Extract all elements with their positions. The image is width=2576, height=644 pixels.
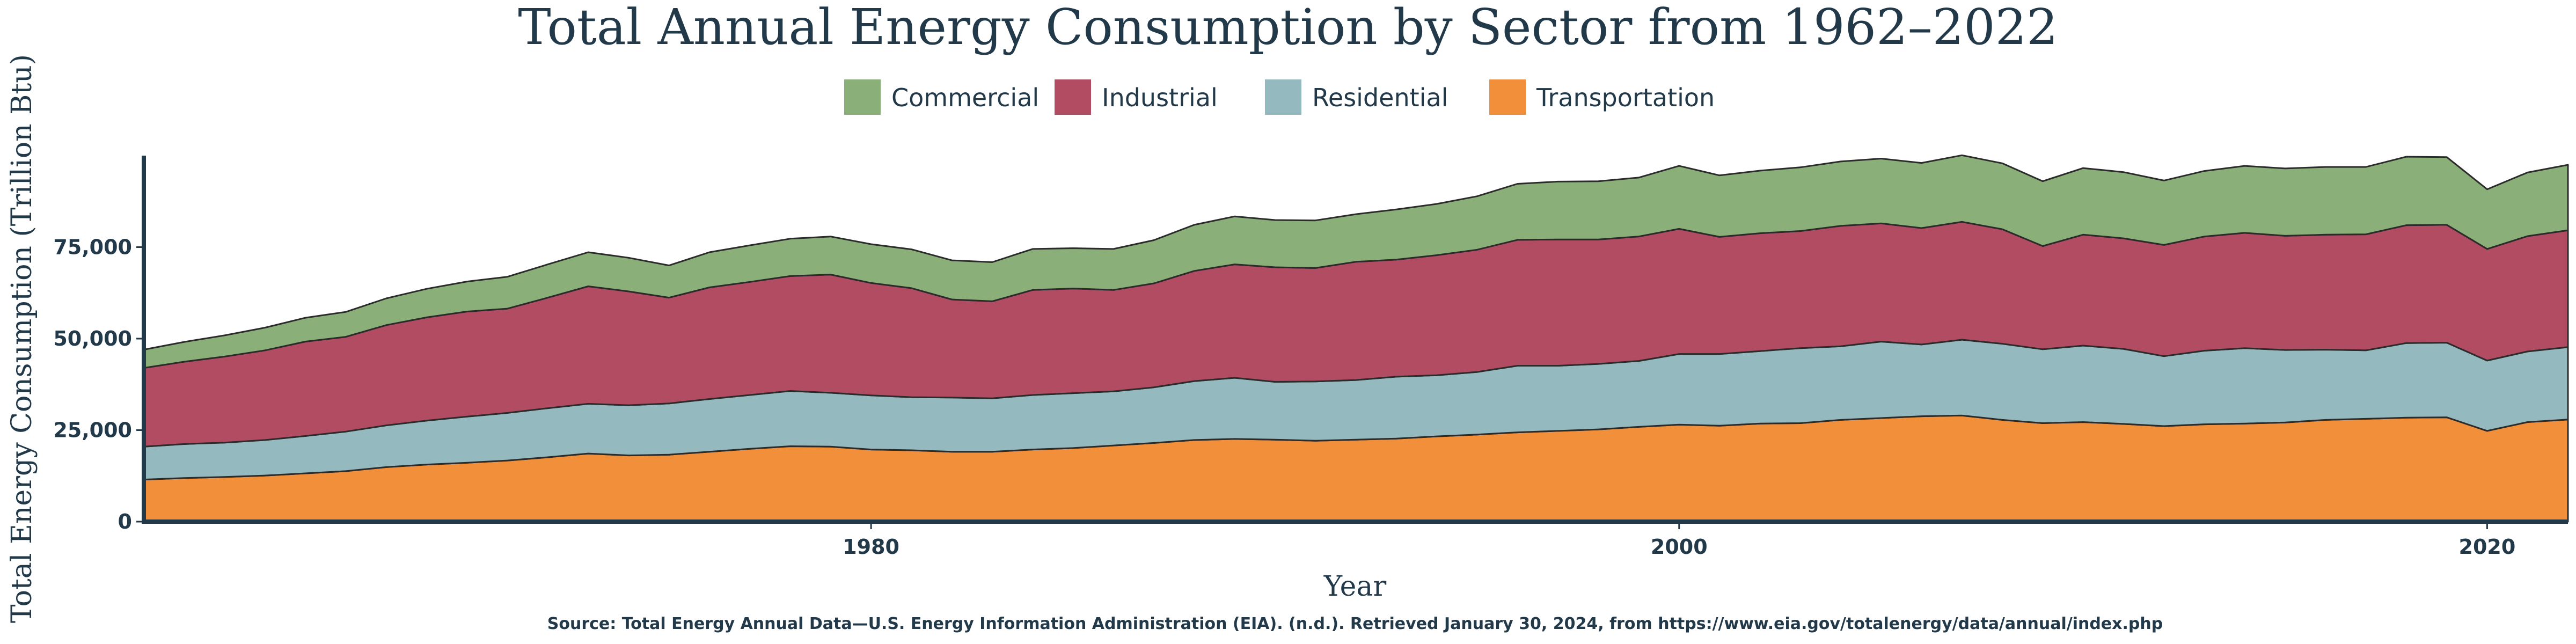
y-tick-label: 25,000	[53, 419, 132, 442]
legend-item-commercial: Commercial	[844, 79, 1039, 115]
axes	[142, 156, 2568, 524]
x-axis-title: Year	[1323, 570, 1387, 603]
legend-label: Industrial	[1102, 83, 1218, 112]
legend-label: Transportation	[1536, 83, 1715, 112]
source-note: Source: Total Energy Annual Data—U.S. En…	[547, 614, 2163, 633]
legend-swatch	[844, 79, 881, 115]
legend-label: Commercial	[891, 83, 1039, 112]
legend-item-industrial: Industrial	[1055, 79, 1218, 115]
x-tick-label: 2020	[2459, 535, 2516, 559]
y-tick-label: 75,000	[53, 236, 132, 259]
chart-title: Total Annual Energy Consumption by Secto…	[518, 0, 2058, 56]
legend: Commercial Industrial Residential Transport…	[844, 79, 1715, 115]
legend-swatch	[1489, 79, 1526, 115]
y-tick-label: 50,000	[53, 327, 132, 350]
x-ticks: 1980 2000 2020	[843, 524, 2515, 559]
x-tick-label: 1980	[843, 535, 899, 559]
legend-item-transportation: Transportation	[1489, 79, 1715, 115]
y-tick-label: 0	[118, 510, 132, 533]
area-commercial	[143, 154, 2569, 369]
x-tick-label: 2000	[1651, 535, 1708, 559]
y-ticks: 0 25,000 50,000 75,000	[53, 236, 142, 533]
y-axis-title: Total Energy Consumption (Trillion Btu)	[6, 54, 38, 623]
legend-swatch	[1055, 79, 1091, 115]
legend-item-residential: Residential	[1265, 79, 1448, 115]
legend-swatch	[1265, 79, 1301, 115]
plot-areas	[143, 154, 2569, 523]
legend-label: Residential	[1312, 83, 1448, 112]
